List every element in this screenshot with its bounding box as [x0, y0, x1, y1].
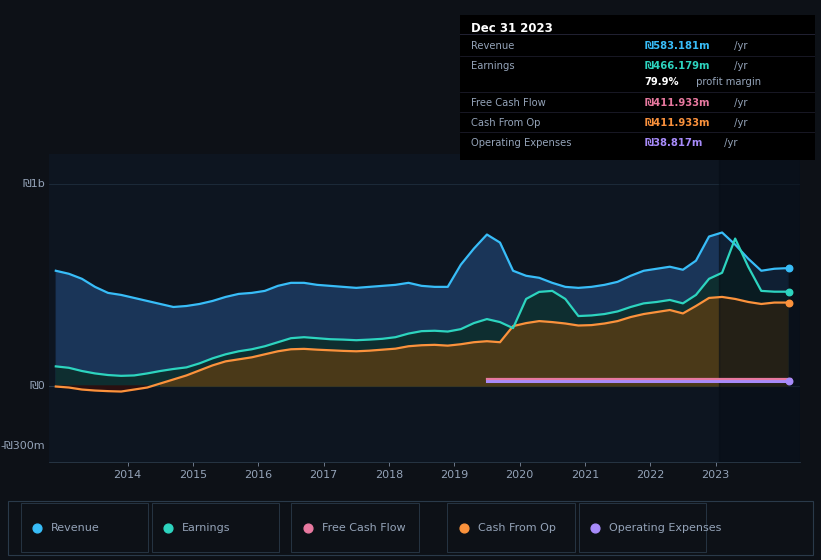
Bar [152, 503, 279, 552]
Point [782, 377, 796, 386]
Text: ₪411.933m: ₪411.933m [644, 118, 710, 128]
Text: /yr: /yr [731, 97, 747, 108]
Text: /yr: /yr [731, 118, 747, 128]
Bar [719, 154, 800, 462]
Text: ₪0: ₪0 [30, 380, 45, 390]
Bar [447, 503, 575, 552]
Text: profit margin: profit margin [693, 77, 760, 87]
Point [782, 298, 796, 307]
Point [782, 287, 796, 296]
Text: Cash From Op: Cash From Op [470, 118, 540, 128]
Text: ₪411.933m: ₪411.933m [644, 97, 710, 108]
Bar [8, 501, 813, 555]
Text: Operating Expenses: Operating Expenses [609, 523, 722, 533]
Text: -₪300m: -₪300m [1, 441, 45, 451]
Bar [291, 503, 419, 552]
Text: Revenue: Revenue [51, 523, 99, 533]
Point [301, 523, 314, 532]
Text: Revenue: Revenue [470, 41, 514, 51]
Point [589, 523, 602, 532]
Text: Free Cash Flow: Free Cash Flow [470, 97, 545, 108]
Text: /yr: /yr [731, 41, 747, 51]
Text: ₪1b: ₪1b [23, 179, 45, 189]
Text: /yr: /yr [731, 62, 747, 71]
Bar [579, 503, 706, 552]
Text: /yr: /yr [722, 138, 738, 148]
Text: Earnings: Earnings [470, 62, 514, 71]
Point [162, 523, 175, 532]
Bar [21, 503, 148, 552]
Point [782, 264, 796, 273]
Text: Free Cash Flow: Free Cash Flow [322, 523, 406, 533]
Text: Cash From Op: Cash From Op [478, 523, 556, 533]
Text: ₪466.179m: ₪466.179m [644, 62, 710, 71]
Text: ₪583.181m: ₪583.181m [644, 41, 710, 51]
Point [30, 523, 44, 532]
Point [457, 523, 470, 532]
Text: Operating Expenses: Operating Expenses [470, 138, 571, 148]
Text: Earnings: Earnings [182, 523, 231, 533]
Text: Dec 31 2023: Dec 31 2023 [470, 22, 553, 35]
Text: ₪38.817m: ₪38.817m [644, 138, 703, 148]
Text: 79.9%: 79.9% [644, 77, 679, 87]
